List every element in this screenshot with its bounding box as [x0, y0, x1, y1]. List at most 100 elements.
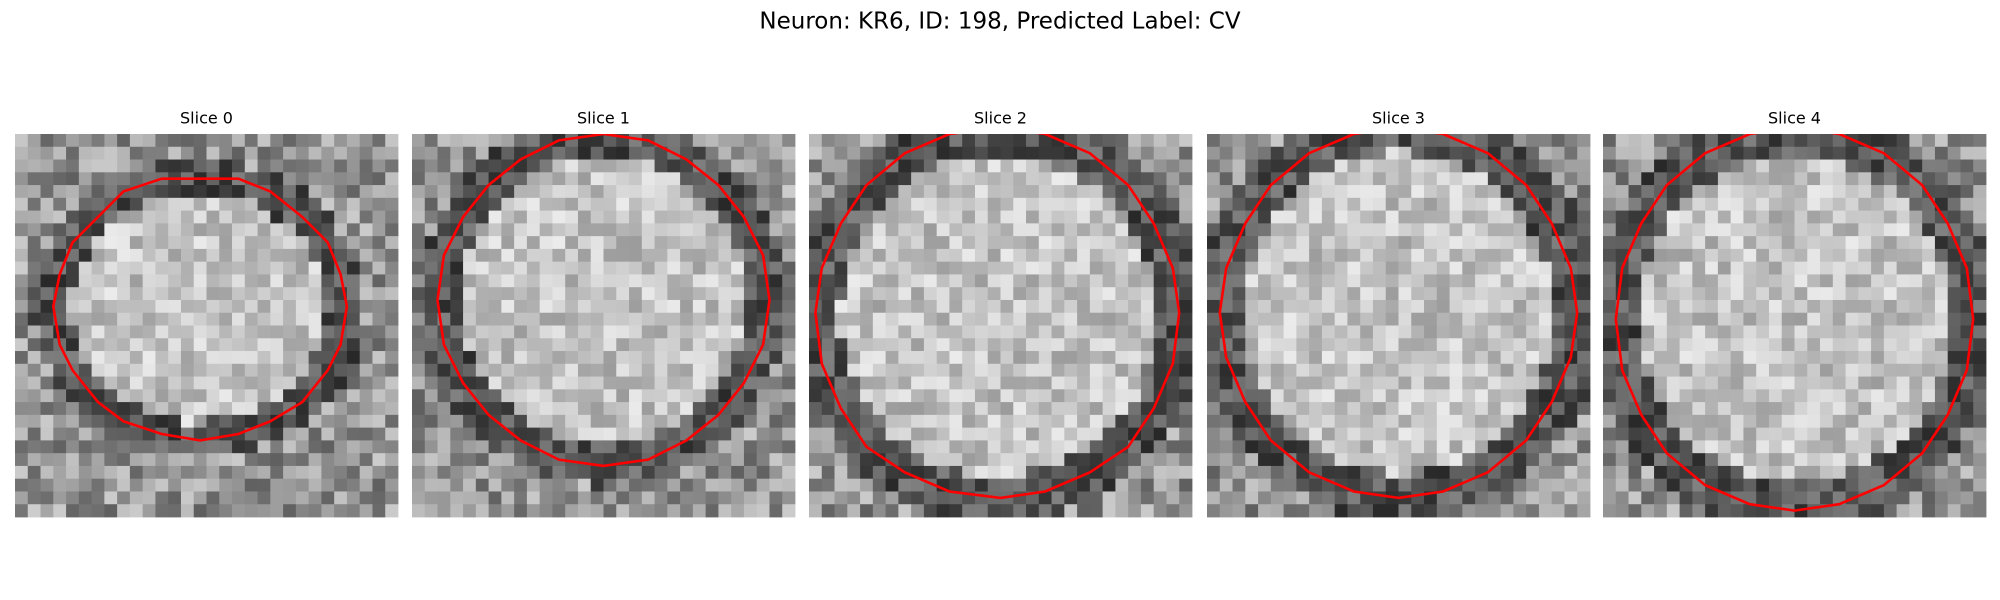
pixel: [1705, 197, 1719, 211]
pixel: [1603, 210, 1617, 224]
pixel: [1385, 389, 1399, 403]
pixel: [270, 338, 284, 352]
pixel: [1013, 402, 1027, 416]
pixel: [590, 376, 604, 390]
pixel: [809, 325, 823, 339]
pixel: [1794, 197, 1808, 211]
pixel: [1603, 491, 1617, 505]
pixel: [1871, 236, 1885, 250]
pixel: [769, 351, 783, 365]
pixel: [1577, 159, 1591, 173]
pixel: [974, 453, 989, 467]
pixel: [488, 453, 502, 467]
pixel: [1219, 465, 1233, 480]
pixel: [193, 402, 207, 416]
pixel: [514, 223, 528, 237]
pixel: [1475, 427, 1489, 441]
pixel: [526, 504, 541, 518]
pixel: [1717, 325, 1732, 339]
pixel: [1577, 465, 1591, 480]
pixel: [1102, 414, 1116, 429]
pixel: [1832, 146, 1846, 160]
pixel: [1360, 478, 1374, 492]
pixel: [692, 440, 707, 454]
pixel: [1334, 261, 1348, 275]
pixel: [603, 312, 617, 326]
pixel: [1102, 248, 1116, 263]
pixel: [1832, 440, 1846, 454]
pixel: [1140, 338, 1155, 352]
pixel: [911, 185, 925, 199]
pixel: [514, 465, 528, 480]
pixel: [1166, 491, 1180, 505]
pixel: [346, 223, 361, 237]
pixel: [1398, 146, 1412, 160]
pixel: [1245, 274, 1259, 288]
pixel: [949, 414, 963, 429]
pixel: [1372, 261, 1387, 275]
pixel: [1781, 351, 1795, 365]
pixel: [590, 248, 604, 263]
pixel: [412, 363, 426, 377]
pixel: [270, 325, 284, 339]
pixel: [1064, 363, 1078, 377]
pixel: [501, 402, 515, 416]
pixel: [936, 274, 950, 288]
pixel: [1871, 351, 1885, 365]
pixel: [1449, 440, 1463, 454]
pixel: [244, 440, 258, 454]
pixel: [1705, 185, 1719, 199]
pixel: [1077, 223, 1091, 237]
pixel: [437, 402, 451, 416]
pixel: [1947, 440, 1961, 454]
image-panel: Slice 4: [1603, 109, 1987, 518]
pixel: [1179, 210, 1193, 224]
pixel: [603, 248, 617, 263]
pixel: [1679, 414, 1693, 429]
pixel: [641, 248, 655, 263]
pixel: [782, 325, 796, 339]
pixel: [514, 491, 528, 505]
pixel: [962, 351, 976, 365]
pixel: [1973, 210, 1987, 224]
pixel: [1858, 299, 1872, 314]
pixel: [283, 172, 297, 186]
pixel: [1883, 210, 1898, 224]
pixel: [1064, 159, 1078, 173]
pixel: [1500, 172, 1514, 186]
pixel: [1717, 504, 1732, 518]
pixel: [206, 465, 220, 480]
pixel: [769, 274, 783, 288]
pixel: [295, 312, 310, 326]
pixel: [1232, 134, 1246, 148]
pixel: [577, 325, 592, 339]
pixel: [1232, 274, 1246, 288]
pixel: [321, 414, 335, 429]
pixel: [78, 338, 92, 352]
pixel: [1820, 274, 1834, 288]
pixel: [577, 274, 592, 288]
pixel: [270, 197, 284, 211]
pixel: [15, 363, 29, 377]
pixel: [1462, 427, 1476, 441]
pixel: [1102, 351, 1116, 365]
pixel: [1577, 363, 1591, 377]
pixel: [514, 363, 528, 377]
pixel: [1102, 236, 1116, 250]
pixel: [206, 274, 220, 288]
pixel: [1077, 274, 1091, 288]
pixel: [283, 134, 297, 148]
pixel: [834, 299, 848, 314]
pixel: [1013, 197, 1027, 211]
pixel: [539, 491, 553, 505]
pixel: [412, 351, 426, 365]
pixel: [756, 172, 770, 186]
pixel: [1654, 376, 1668, 390]
pixel: [244, 261, 258, 275]
pixel: [1577, 274, 1591, 288]
pixel: [731, 351, 745, 365]
pixel: [15, 465, 29, 480]
pixel: [501, 440, 515, 454]
pixel: [1385, 210, 1399, 224]
pixel: [1730, 236, 1744, 250]
